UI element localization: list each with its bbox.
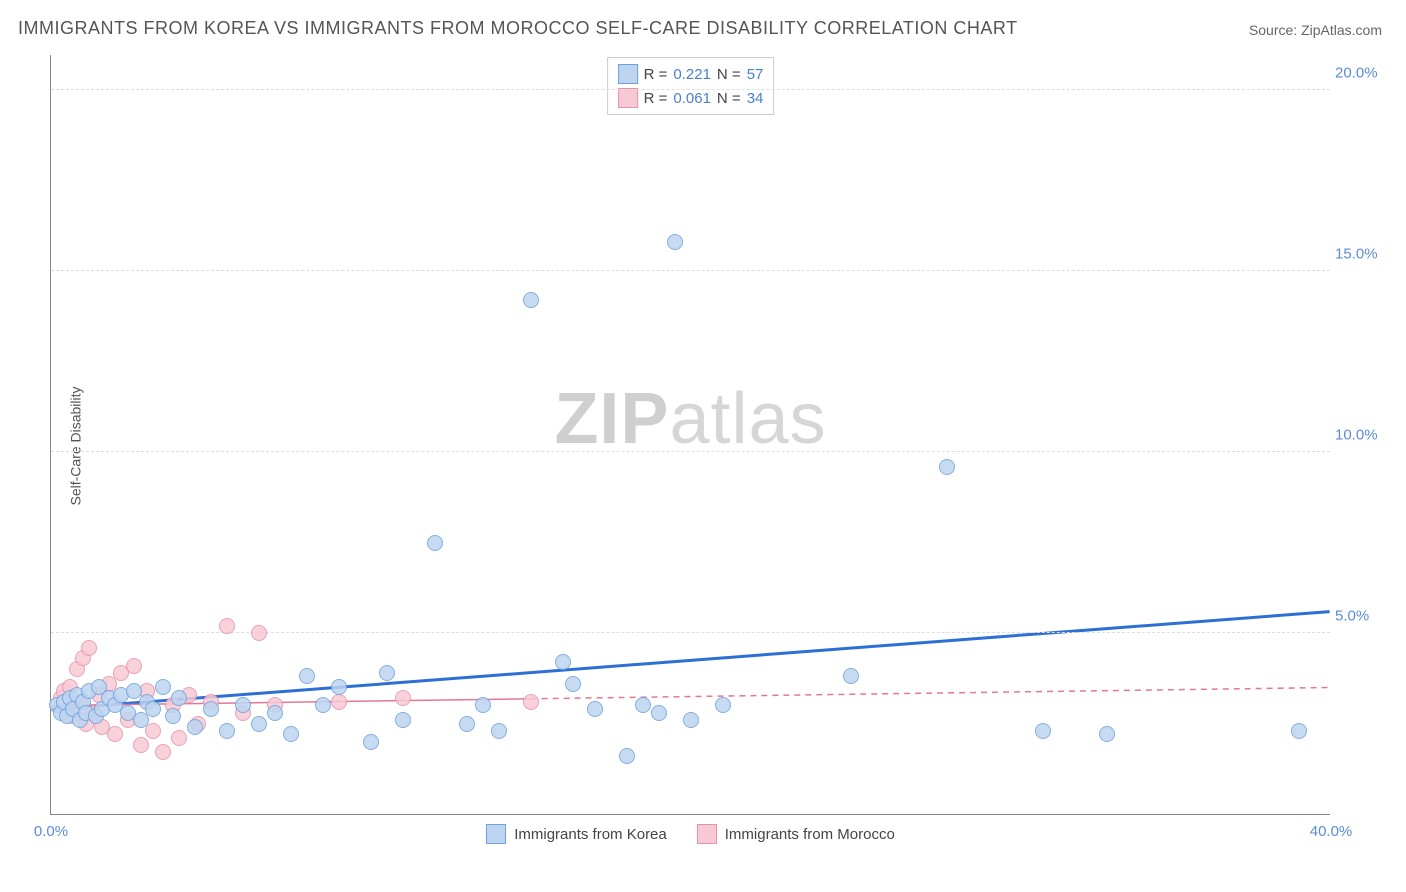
data-point-korea (171, 690, 187, 706)
data-point-morocco (523, 694, 539, 710)
data-point-korea (379, 665, 395, 681)
data-point-korea (619, 748, 635, 764)
stats-legend: R = 0.221 N = 57 R = 0.061 N = 34 (607, 57, 775, 115)
data-point-korea (1099, 726, 1115, 742)
data-point-korea (565, 676, 581, 692)
legend-item-korea: Immigrants from Korea (486, 824, 667, 844)
x-tick-label: 40.0% (1310, 823, 1353, 840)
watermark: ZIPatlas (554, 378, 826, 460)
data-point-morocco (81, 640, 97, 656)
data-point-korea (635, 697, 651, 713)
data-point-morocco (133, 737, 149, 753)
swatch-morocco-icon (697, 824, 717, 844)
swatch-korea-icon (486, 824, 506, 844)
legend-label-morocco: Immigrants from Morocco (725, 826, 895, 843)
legend-label-korea: Immigrants from Korea (514, 826, 667, 843)
data-point-morocco (126, 658, 142, 674)
y-tick-label: 20.0% (1335, 65, 1390, 82)
data-point-korea (715, 697, 731, 713)
data-point-korea (555, 654, 571, 670)
gridline (51, 632, 1330, 633)
y-tick-label: 10.0% (1335, 427, 1390, 444)
swatch-korea (618, 64, 638, 84)
chart-title: IMMIGRANTS FROM KOREA VS IMMIGRANTS FROM… (18, 18, 1018, 39)
data-point-korea (251, 716, 267, 732)
data-point-korea (587, 701, 603, 717)
data-point-morocco (145, 723, 161, 739)
data-point-korea (155, 679, 171, 695)
data-point-korea (133, 712, 149, 728)
data-point-korea (363, 734, 379, 750)
data-point-korea (165, 708, 181, 724)
data-point-korea (145, 701, 161, 717)
data-point-morocco (219, 618, 235, 634)
gridline (51, 89, 1330, 90)
data-point-morocco (251, 625, 267, 641)
legend-item-morocco: Immigrants from Morocco (697, 824, 895, 844)
data-point-korea (459, 716, 475, 732)
data-point-korea (523, 292, 539, 308)
data-point-korea (1291, 723, 1307, 739)
source-attribution: Source: ZipAtlas.com (1249, 22, 1382, 38)
data-point-korea (299, 668, 315, 684)
y-tick-label: 15.0% (1335, 246, 1390, 263)
data-point-korea (283, 726, 299, 742)
series-legend: Immigrants from Korea Immigrants from Mo… (51, 824, 1330, 844)
data-point-korea (667, 234, 683, 250)
gridline (51, 270, 1330, 271)
data-point-korea (315, 697, 331, 713)
data-point-korea (219, 723, 235, 739)
data-point-morocco (107, 726, 123, 742)
data-point-morocco (331, 694, 347, 710)
data-point-korea (235, 697, 251, 713)
data-point-korea (475, 697, 491, 713)
swatch-morocco (618, 88, 638, 108)
data-point-morocco (395, 690, 411, 706)
data-point-korea (683, 712, 699, 728)
data-point-morocco (155, 744, 171, 760)
data-point-korea (331, 679, 347, 695)
data-point-korea (939, 459, 955, 475)
data-point-korea (203, 701, 219, 717)
gridline (51, 451, 1330, 452)
chart-container: IMMIGRANTS FROM KOREA VS IMMIGRANTS FROM… (0, 0, 1406, 892)
data-point-korea (267, 705, 283, 721)
data-point-korea (187, 719, 203, 735)
y-tick-label: 5.0% (1335, 608, 1390, 625)
data-point-korea (651, 705, 667, 721)
stats-row-korea: R = 0.221 N = 57 (618, 62, 764, 86)
data-point-korea (491, 723, 507, 739)
data-point-korea (395, 712, 411, 728)
x-tick-label: 0.0% (34, 823, 68, 840)
plot-area: ZIPatlas R = 0.221 N = 57 R = 0.061 N = … (50, 55, 1330, 815)
data-point-korea (843, 668, 859, 684)
data-point-korea (1035, 723, 1051, 739)
data-point-korea (427, 535, 443, 551)
data-point-morocco (171, 730, 187, 746)
